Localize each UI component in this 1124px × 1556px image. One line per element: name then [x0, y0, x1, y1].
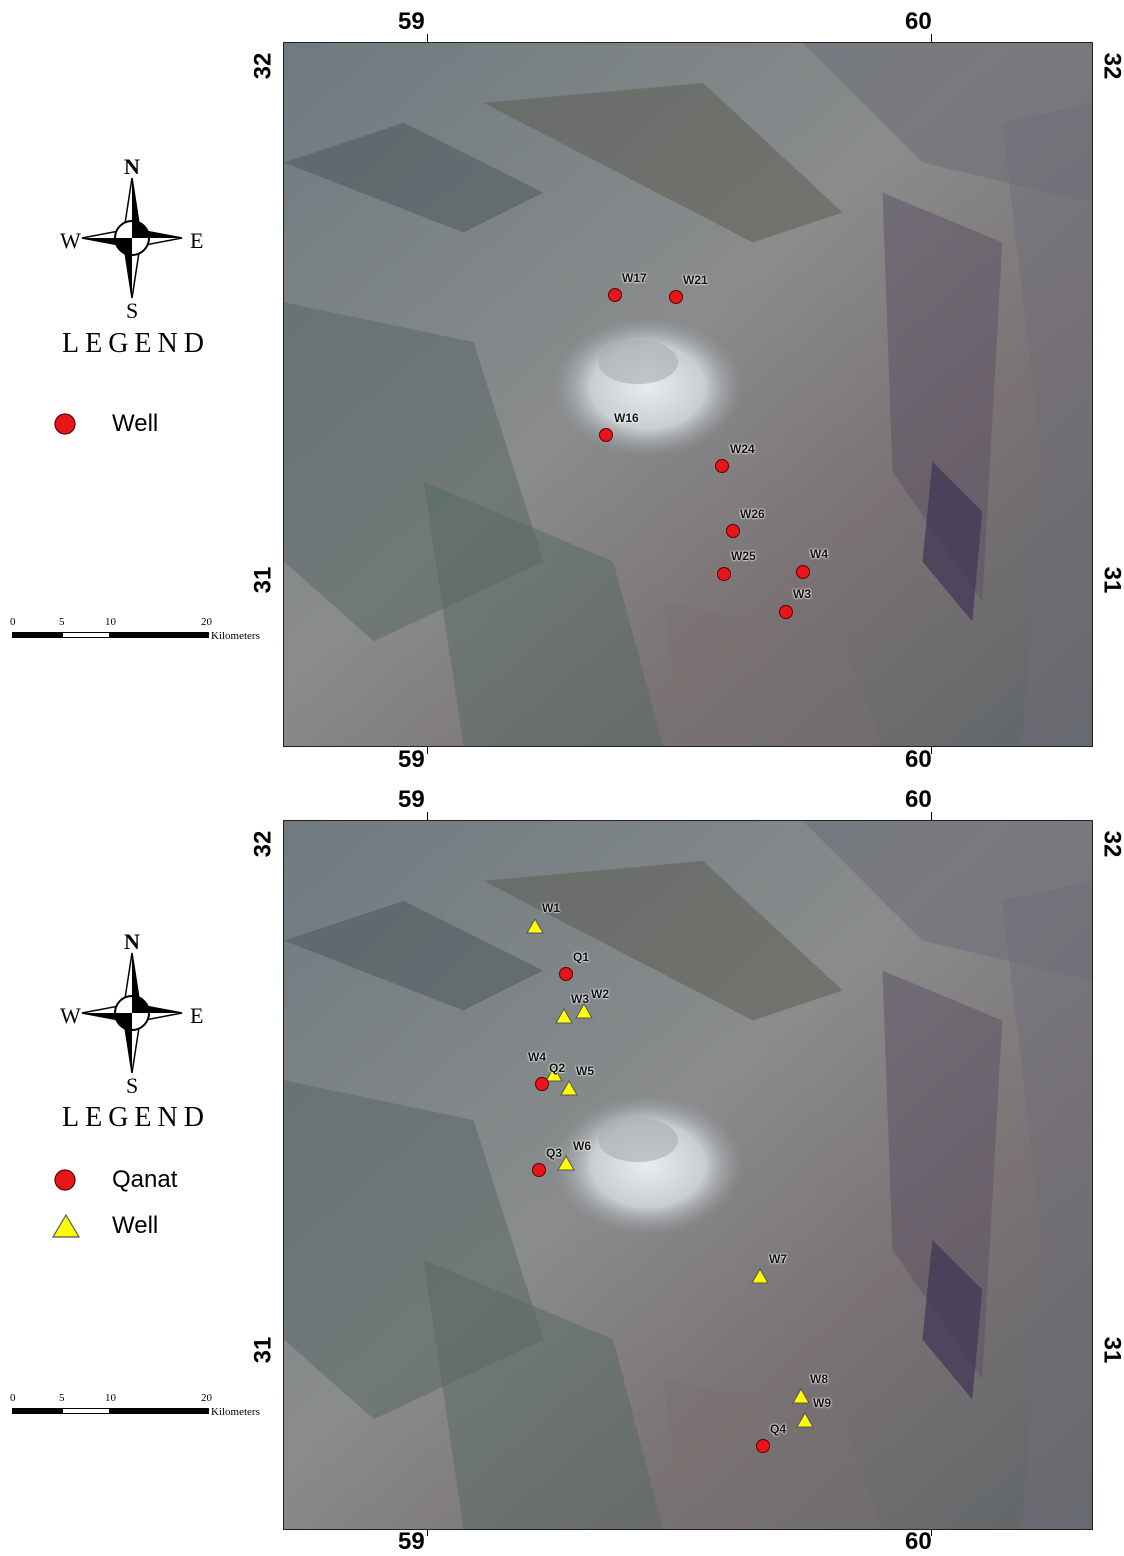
x-tick-bottom-60: 60 [905, 1528, 932, 1555]
legend-label: Well [112, 1212, 159, 1239]
marker-label: W5 [576, 1064, 594, 1078]
scale-label: 20 [201, 616, 212, 628]
marker-label: W4 [810, 547, 828, 561]
well-marker-w1[interactable] [526, 917, 544, 939]
y-tick-right-31: 31 [1098, 1336, 1124, 1364]
compass-e: E [190, 228, 204, 253]
terrain-image [284, 821, 1092, 1529]
marker-label: W1 [542, 901, 560, 915]
marker-label: W3 [571, 992, 589, 1006]
compass-w: W [60, 228, 81, 253]
red-circle-icon [54, 413, 76, 435]
well-marker-w24[interactable] [714, 458, 730, 479]
well-marker-w3[interactable] [555, 1007, 573, 1029]
marker-label: Q3 [546, 1146, 563, 1160]
marker-label: W4 [528, 1050, 546, 1064]
qanat-marker-q3[interactable] [531, 1162, 547, 1183]
legend-title: LEGEND [62, 328, 210, 359]
well-marker-w17[interactable] [607, 287, 623, 308]
scale-bar: 0 5 10 20 Kilometers [10, 616, 282, 652]
red-circle-icon [54, 1169, 76, 1191]
marker-label: W6 [573, 1139, 591, 1153]
y-tick-right-32: 32 [1098, 830, 1124, 858]
y-tick-right-32: 32 [1098, 52, 1124, 80]
marker-label: W9 [813, 1396, 831, 1410]
x-tick-top-59: 59 [398, 786, 425, 813]
north-arrow-compass: N W E S [52, 929, 212, 1098]
well-marker-w16[interactable] [598, 427, 614, 448]
scale-bar: 0 5 10 20 Kilometers [10, 1392, 282, 1428]
satellite-map-top: W17 W21 W16 W24 W26 W25 W4 W3 [283, 42, 1093, 747]
well-marker-w25[interactable] [716, 566, 732, 587]
x-tick-bottom-60: 60 [905, 746, 932, 773]
compass-s: S [126, 298, 139, 323]
marker-label: W21 [683, 273, 708, 287]
y-tick-left-31: 31 [249, 1336, 277, 1364]
marker-label: Q2 [549, 1061, 566, 1075]
y-tick-right-31: 31 [1098, 566, 1124, 594]
marker-label: W3 [793, 587, 811, 601]
marker-label: W16 [614, 411, 639, 425]
well-marker-w6[interactable] [557, 1154, 575, 1176]
scale-label: 0 [10, 616, 16, 628]
satellite-map-bottom: W1 Q1 W3 W2 W4 Q2 W5 [283, 820, 1093, 1530]
marker-label: Q1 [573, 950, 590, 964]
legend-item-well: Well [52, 410, 158, 438]
marker-label: W17 [622, 271, 647, 285]
yellow-triangle-icon [52, 1213, 80, 1238]
qanat-marker-q1[interactable] [558, 966, 574, 987]
well-marker-w2[interactable] [575, 1002, 593, 1024]
compass-w: W [60, 1003, 81, 1028]
well-marker-w5[interactable] [560, 1079, 578, 1101]
x-tick-bottom-59: 59 [398, 746, 425, 773]
marker-label: W26 [740, 507, 765, 521]
x-tick-bottom-59: 59 [398, 1528, 425, 1555]
well-marker-w26[interactable] [725, 523, 741, 544]
compass-n: N [124, 929, 140, 954]
x-tick-top-59: 59 [398, 8, 425, 35]
well-marker-w9[interactable] [796, 1411, 814, 1433]
legend-item-qanat: Qanat [52, 1166, 177, 1194]
north-arrow-compass: N W E S [52, 154, 212, 323]
marker-label: W8 [810, 1372, 828, 1386]
legend-label: Qanat [112, 1166, 178, 1193]
legend-title: LEGEND [62, 1102, 210, 1133]
scale-label: 10 [105, 1392, 116, 1404]
scale-label: 20 [201, 1392, 212, 1404]
marker-label: W2 [591, 987, 609, 1001]
well-marker-w7[interactable] [751, 1267, 769, 1289]
compass-rose-icon [81, 177, 183, 299]
scale-label: 10 [105, 616, 116, 628]
compass-rose-icon [81, 952, 183, 1074]
scale-label: 5 [59, 1392, 65, 1404]
marker-label: Q4 [770, 1422, 787, 1436]
y-tick-left-32: 32 [249, 830, 277, 858]
well-marker-w4[interactable] [545, 1065, 563, 1087]
well-marker-w8[interactable] [792, 1387, 810, 1409]
marker-label: W24 [730, 442, 755, 456]
well-marker-w4[interactable] [795, 564, 811, 585]
marker-label: W7 [769, 1252, 787, 1266]
legend-label: Well [112, 410, 159, 437]
well-marker-w21[interactable] [668, 289, 684, 310]
terrain-image [284, 43, 1092, 746]
y-tick-left-32: 32 [249, 52, 277, 80]
well-marker-w3[interactable] [778, 604, 794, 625]
scale-unit: Kilometers [211, 1406, 260, 1418]
marker-label: W25 [731, 549, 756, 563]
scale-unit: Kilometers [211, 630, 260, 642]
compass-e: E [190, 1003, 204, 1028]
map-panel-bottom: 59 60 32 31 32 31 [0, 778, 1124, 1556]
x-tick-top-60: 60 [905, 786, 932, 813]
compass-s: S [126, 1073, 139, 1098]
x-tick-top-60: 60 [905, 8, 932, 35]
qanat-marker-q2[interactable] [534, 1076, 550, 1097]
scale-label: 5 [59, 616, 65, 628]
legend-item-well: Well [52, 1212, 158, 1240]
y-tick-left-31: 31 [249, 566, 277, 594]
qanat-marker-q4[interactable] [755, 1438, 771, 1459]
compass-n: N [124, 154, 140, 179]
map-panel-top: 59 60 32 31 32 31 [10, 8, 1124, 773]
scale-label: 0 [10, 1392, 16, 1404]
